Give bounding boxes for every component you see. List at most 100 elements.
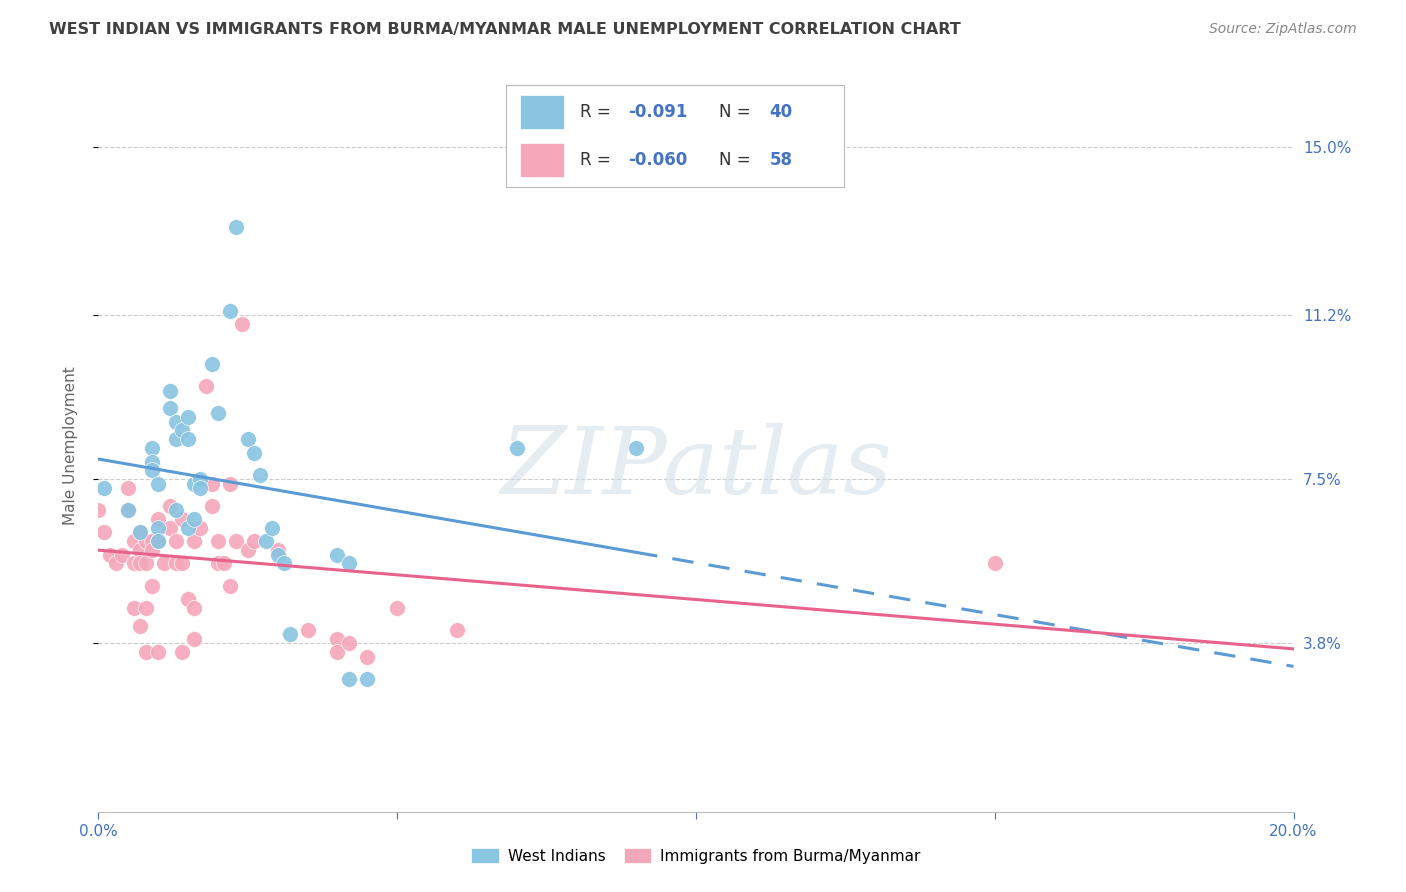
Point xyxy=(297,623,319,637)
Point xyxy=(339,672,361,686)
Point xyxy=(339,636,361,650)
Point xyxy=(188,481,211,495)
Point xyxy=(117,503,139,517)
Point xyxy=(98,548,122,562)
Point xyxy=(148,476,170,491)
Point xyxy=(135,645,157,659)
Point xyxy=(117,481,139,495)
Point xyxy=(356,672,378,686)
Point xyxy=(93,525,115,540)
Point xyxy=(165,503,187,517)
Point xyxy=(177,521,200,535)
Point xyxy=(148,645,170,659)
Point xyxy=(124,534,146,549)
Text: 58: 58 xyxy=(769,151,793,169)
Point xyxy=(188,521,211,535)
Point xyxy=(219,579,242,593)
Point xyxy=(93,481,115,495)
Point xyxy=(243,534,266,549)
Point xyxy=(172,645,194,659)
Point xyxy=(165,534,187,549)
Point xyxy=(148,534,170,549)
Point xyxy=(159,384,181,398)
Bar xyxy=(520,95,564,128)
Text: ZIPatlas: ZIPatlas xyxy=(501,423,891,513)
Text: R =: R = xyxy=(581,103,616,121)
Point xyxy=(153,557,176,571)
Point xyxy=(356,649,378,664)
Point xyxy=(278,627,301,641)
Point xyxy=(148,512,170,526)
Point xyxy=(183,600,205,615)
Point xyxy=(177,433,200,447)
Point xyxy=(183,534,205,549)
Point xyxy=(385,600,409,615)
Point xyxy=(129,525,152,540)
Point xyxy=(177,591,200,606)
Point xyxy=(148,521,170,535)
Text: N =: N = xyxy=(718,103,755,121)
Point xyxy=(141,543,163,558)
Point xyxy=(984,557,1007,571)
Point xyxy=(129,525,152,540)
Point xyxy=(124,557,146,571)
Point xyxy=(141,441,163,455)
Point xyxy=(236,433,259,447)
Point xyxy=(267,543,290,558)
Point xyxy=(201,476,224,491)
Point xyxy=(212,557,235,571)
Point xyxy=(201,499,224,513)
Point xyxy=(254,534,277,549)
Text: -0.091: -0.091 xyxy=(627,103,688,121)
Point xyxy=(249,467,271,482)
Point xyxy=(165,557,187,571)
Point xyxy=(207,534,229,549)
Text: R =: R = xyxy=(581,151,616,169)
Point xyxy=(326,632,349,646)
Point xyxy=(195,379,218,393)
Point xyxy=(165,415,187,429)
Point xyxy=(135,600,157,615)
Point xyxy=(129,543,152,558)
Text: -0.060: -0.060 xyxy=(627,151,688,169)
Legend: West Indians, Immigrants from Burma/Myanmar: West Indians, Immigrants from Burma/Myan… xyxy=(465,842,927,870)
Point xyxy=(124,600,146,615)
Point xyxy=(105,557,128,571)
Y-axis label: Male Unemployment: Male Unemployment xyxy=(63,367,77,525)
Point xyxy=(129,618,152,632)
Point xyxy=(172,557,194,571)
Point xyxy=(207,557,229,571)
Point xyxy=(260,521,283,535)
Point xyxy=(506,441,529,455)
Text: 40: 40 xyxy=(769,103,793,121)
Point xyxy=(201,357,224,371)
Point xyxy=(236,543,259,558)
Point xyxy=(148,534,170,549)
Point xyxy=(225,219,247,234)
Point xyxy=(267,548,290,562)
Point xyxy=(183,476,205,491)
Point xyxy=(446,623,468,637)
Point xyxy=(117,503,139,517)
Point xyxy=(219,303,242,318)
Point xyxy=(111,548,134,562)
Point xyxy=(87,503,110,517)
Text: N =: N = xyxy=(718,151,755,169)
Text: Source: ZipAtlas.com: Source: ZipAtlas.com xyxy=(1209,22,1357,37)
Point xyxy=(326,645,349,659)
Point xyxy=(339,557,361,571)
Point xyxy=(141,534,163,549)
Point xyxy=(326,548,349,562)
Point xyxy=(141,579,163,593)
Point xyxy=(135,534,157,549)
Point xyxy=(141,463,163,477)
Text: WEST INDIAN VS IMMIGRANTS FROM BURMA/MYANMAR MALE UNEMPLOYMENT CORRELATION CHART: WEST INDIAN VS IMMIGRANTS FROM BURMA/MYA… xyxy=(49,22,960,37)
Point xyxy=(177,410,200,425)
Bar xyxy=(520,144,564,177)
Point xyxy=(135,557,157,571)
Point xyxy=(183,512,205,526)
Point xyxy=(231,317,253,331)
Point xyxy=(172,424,194,438)
Point xyxy=(159,499,181,513)
Point xyxy=(225,534,247,549)
